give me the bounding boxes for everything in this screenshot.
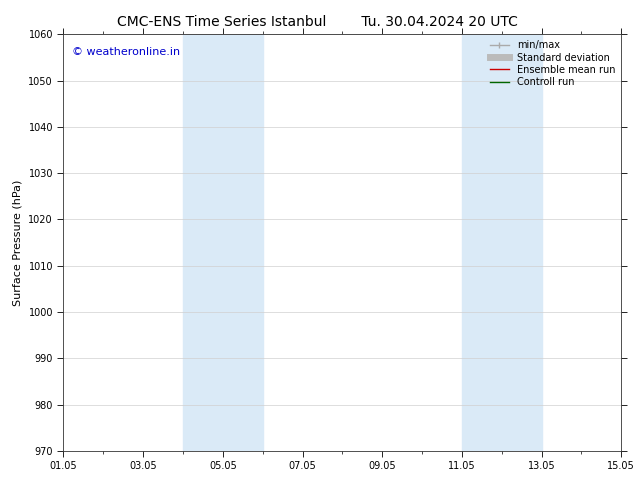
Bar <box>462 34 501 451</box>
Bar <box>501 34 541 451</box>
Y-axis label: Surface Pressure (hPa): Surface Pressure (hPa) <box>13 179 23 306</box>
Text: © weatheronline.in: © weatheronline.in <box>72 47 180 57</box>
Legend: min/max, Standard deviation, Ensemble mean run, Controll run: min/max, Standard deviation, Ensemble me… <box>486 36 619 91</box>
Bar <box>223 34 262 451</box>
Text: CMC-ENS Time Series Istanbul        Tu. 30.04.2024 20 UTC: CMC-ENS Time Series Istanbul Tu. 30.04.2… <box>117 15 517 29</box>
Bar <box>183 34 223 451</box>
